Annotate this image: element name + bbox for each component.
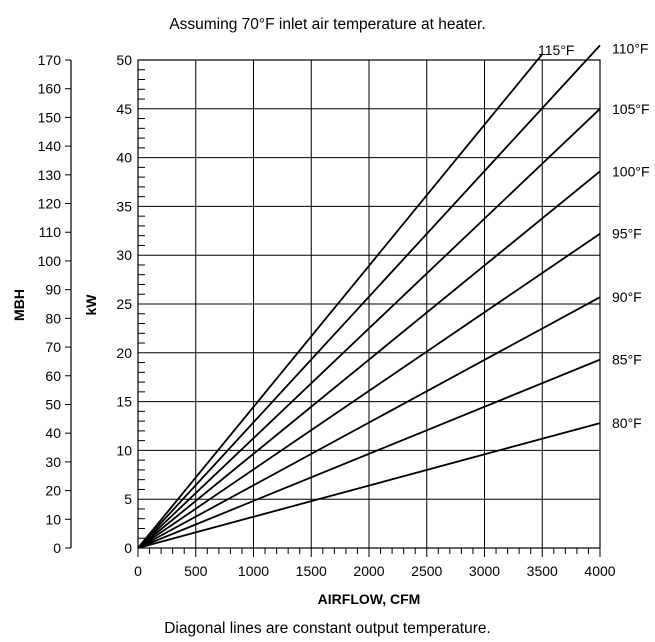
mbh-tick-label: 130	[38, 167, 62, 183]
kw-tick-label: 45	[116, 101, 132, 117]
series-line	[137, 296, 601, 549]
mbh-tick-label: 20	[45, 483, 61, 499]
mbh-tick-label: 140	[38, 138, 62, 154]
mbh-tick-label: 170	[38, 52, 62, 68]
series-line	[137, 53, 543, 549]
series-label: 85°F	[612, 352, 642, 368]
mbh-axis-title: MBH	[11, 289, 27, 321]
series-label: 95°F	[612, 226, 642, 242]
mbh-tick-label: 100	[38, 253, 62, 269]
kw-tick-label: 20	[116, 345, 132, 361]
mbh-tick-label: 160	[38, 81, 62, 97]
kw-tick-label: 50	[116, 52, 132, 68]
series-label: 90°F	[612, 289, 642, 305]
mbh-tick-label: 40	[45, 425, 61, 441]
mbh-tick-label: 50	[45, 396, 61, 412]
mbh-tick-label: 90	[45, 282, 61, 298]
series-line	[137, 170, 601, 549]
mbh-tick-label: 70	[45, 339, 61, 355]
kw-tick-label: 30	[116, 247, 132, 263]
x-axis-title: AIRFLOW, CFM	[318, 591, 421, 607]
kw-tick-label: 40	[116, 150, 132, 166]
x-tick-label: 2500	[411, 563, 442, 579]
mbh-tick-label: 10	[45, 511, 61, 527]
series-line	[137, 108, 601, 549]
kw-tick-label: 35	[116, 198, 132, 214]
series-line	[137, 232, 601, 549]
x-tick-label: 4000	[584, 563, 615, 579]
mbh-tick-label: 120	[38, 196, 62, 212]
kw-tick-label: 10	[116, 442, 132, 458]
series-line	[137, 44, 601, 549]
series-label: 110°F	[612, 40, 648, 56]
mbh-tick-label: 110	[39, 224, 62, 240]
kw-tick-label: 15	[116, 394, 132, 410]
mbh-tick-label: 80	[45, 310, 61, 326]
series-line	[137, 358, 601, 549]
kw-tick-label: 0	[124, 540, 132, 556]
x-tick-label: 1500	[296, 563, 327, 579]
kw-tick-label: 25	[116, 296, 132, 312]
series-label: 115°F	[538, 42, 574, 58]
mbh-tick-label: 0	[53, 540, 61, 556]
x-tick-label: 500	[184, 563, 208, 579]
x-tick-label: 3500	[527, 563, 558, 579]
mbh-tick-label: 60	[45, 368, 61, 384]
mbh-tick-label: 150	[38, 109, 62, 125]
kw-axis-title: kW	[83, 294, 99, 316]
series-label: 80°F	[612, 415, 642, 431]
mbh-tick-label: 30	[45, 454, 61, 470]
series-line	[137, 422, 601, 549]
series-label: 105°F	[612, 101, 650, 117]
chart-caption: Diagonal lines are constant output tempe…	[164, 620, 491, 637]
x-tick-label: 0	[134, 563, 142, 579]
x-tick-label: 2000	[353, 563, 384, 579]
chart-title: Assuming 70°F inlet air temperature at h…	[169, 16, 486, 33]
kw-tick-label: 5	[124, 491, 132, 507]
x-tick-label: 1000	[238, 563, 269, 579]
x-tick-label: 3000	[469, 563, 500, 579]
series-label: 100°F	[612, 163, 650, 179]
